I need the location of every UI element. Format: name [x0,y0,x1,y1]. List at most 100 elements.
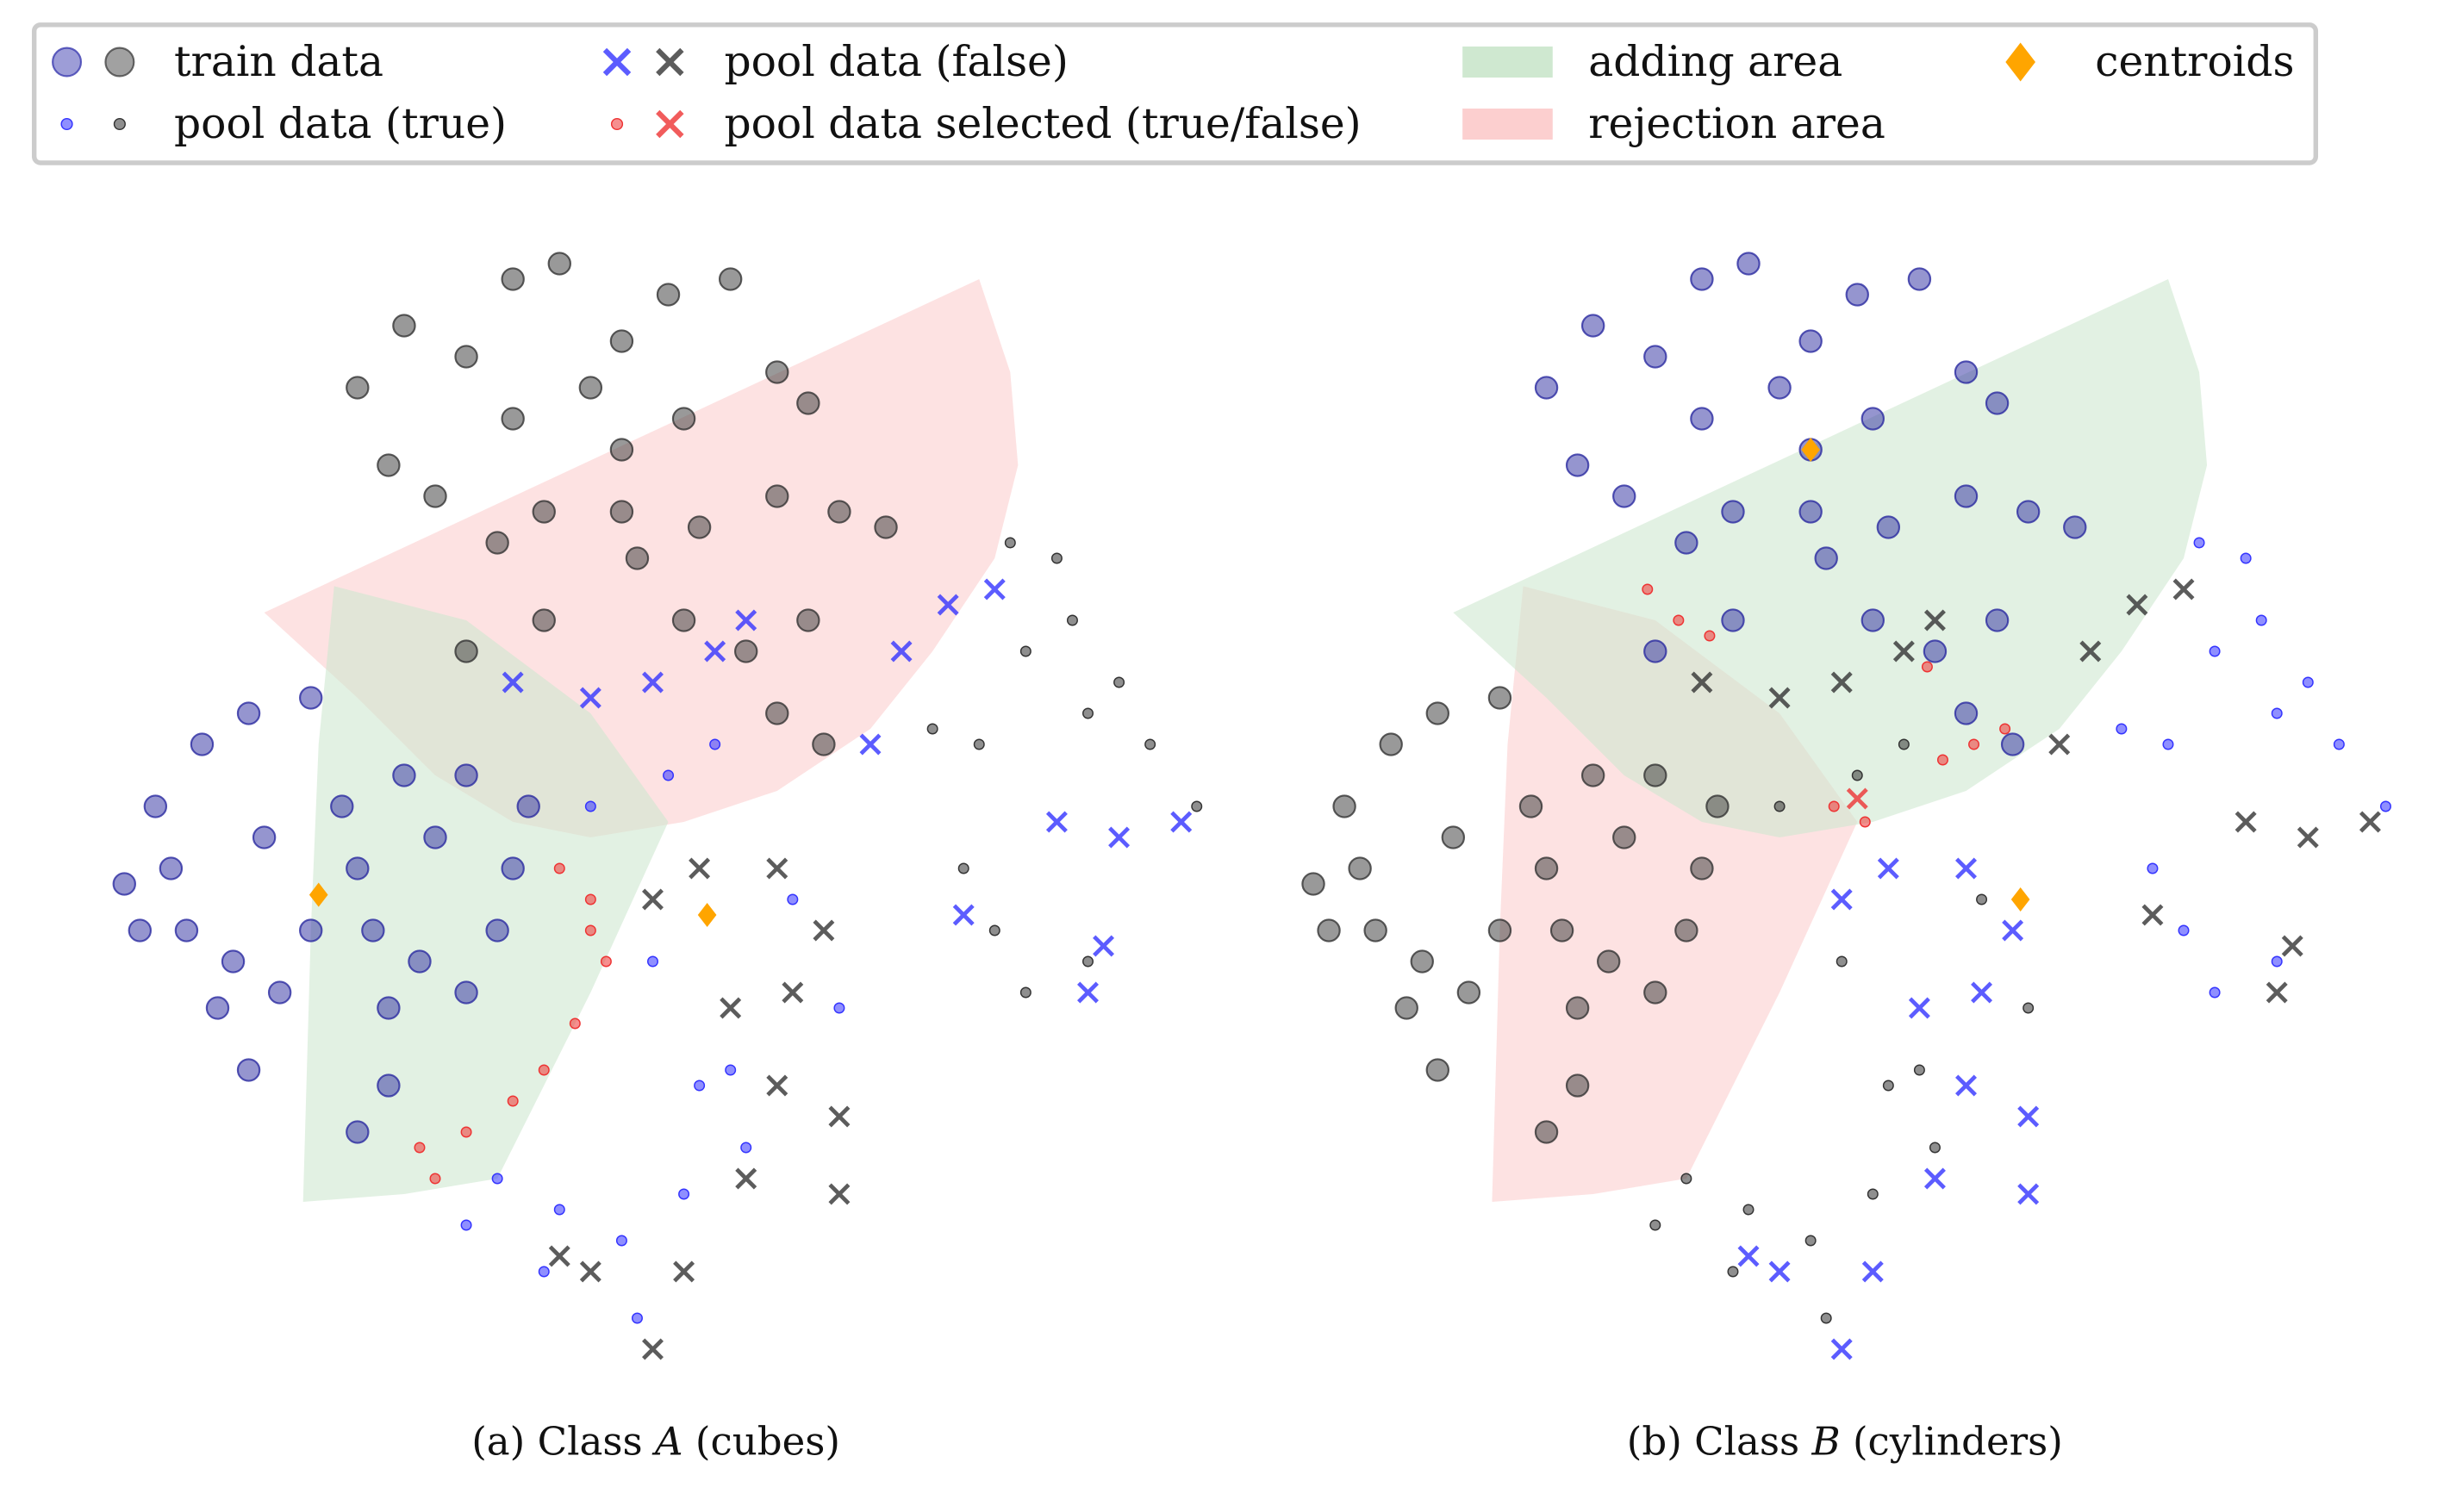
data-point [1727,1266,1739,1278]
selected-point-true [1921,661,1933,673]
data-point [1019,986,1032,999]
data-point [1955,1074,1977,1097]
centroid-marker [697,902,717,928]
data-point [377,996,401,1020]
series-circle-large [346,252,898,756]
selected-point-true [1968,738,1980,750]
selected-point-true [1859,816,1871,828]
data-point [1820,1312,1832,1324]
data-point [1721,608,1745,632]
data-point [1768,687,1791,709]
data-point [1737,1245,1760,1267]
data-point [704,640,726,663]
selected-point-true [429,1173,441,1185]
data-point [2281,935,2303,957]
data-point [1830,888,1853,911]
data-point [1908,997,1930,1019]
data-point [501,856,525,880]
data-point [2063,515,2087,539]
series-circle-small [926,537,1203,999]
data-point [1019,645,1032,657]
data-point [502,671,524,694]
series-circle-large [112,686,540,1144]
data-point [1898,738,1910,750]
legend-item: pool data (false) [602,38,1069,86]
data-point [1077,981,1099,1004]
data-point [1596,949,1621,974]
legend-label: rejection area [1588,100,1885,148]
data-point [1767,376,1792,400]
data-point [1705,794,1730,818]
legend-diamond-icon [2005,42,2035,82]
data-point [1004,537,1016,549]
selected-point-true [414,1142,426,1154]
data-point [1643,345,1667,369]
data-point [408,949,432,974]
data-point [1425,1058,1450,1082]
data-point [174,918,199,943]
data-point [1860,608,1885,632]
data-point [346,376,370,400]
data-point [1929,1142,1941,1154]
data-point [1976,893,1988,905]
data-point [1768,1260,1791,1283]
data-point [694,1080,706,1092]
data-point [1830,1338,1853,1360]
legend-x-icon [656,109,684,139]
selected-point-true [1704,630,1716,642]
data-point [1425,701,1450,725]
selected-point-true [1642,583,1654,595]
data-point [491,1173,503,1185]
data-point [547,252,571,276]
data-point [1191,800,1203,812]
data-point [1580,314,1605,338]
data-point [859,733,882,756]
data-point [765,701,789,725]
data-point [578,376,603,400]
data-point [625,546,650,570]
data-point [190,732,215,756]
data-point [973,738,985,750]
data-point [1456,980,1481,1005]
selected-point-true [600,955,612,968]
data-point [720,997,742,1019]
data-point [2017,1105,2040,1128]
data-point [671,407,696,431]
data-point [267,980,292,1005]
caption-b: (b) Class B (cylinders) [1627,1418,2063,1464]
data-point [1301,872,1325,896]
legend-label: pool data (false) [724,38,1068,86]
data-point [423,484,447,508]
data-point [1170,811,1193,833]
legend-circle-large-icon [104,47,135,78]
data-point [1441,825,1466,849]
series-x [502,578,1193,1004]
data-point [1845,283,1869,307]
data-point [813,919,835,942]
data-point [678,1188,690,1200]
legend-item: pool data (true) [60,100,507,148]
data-point [2302,676,2314,688]
data-point [377,453,401,477]
legend-item: adding area [1462,38,1842,86]
data-point [538,1266,550,1278]
data-point [1773,800,1786,812]
adding-area [302,586,669,1202]
data-point [766,857,788,880]
legend-circle-small-icon [610,117,624,131]
data-point [2147,862,2159,874]
data-point [1643,639,1667,663]
data-point [952,904,975,926]
data-point [1487,918,1512,943]
legend-item: pool data selected (true/false) [610,100,1362,148]
data-point [983,578,1006,600]
data-point [735,1167,757,1190]
data-point [2234,811,2257,833]
data-point [2002,919,2024,942]
data-point [299,686,323,710]
data-point [1877,857,1899,880]
data-point [1867,1188,1879,1200]
series-x [1691,578,2381,1004]
data-point [609,329,634,353]
data-point [1534,1120,1559,1144]
